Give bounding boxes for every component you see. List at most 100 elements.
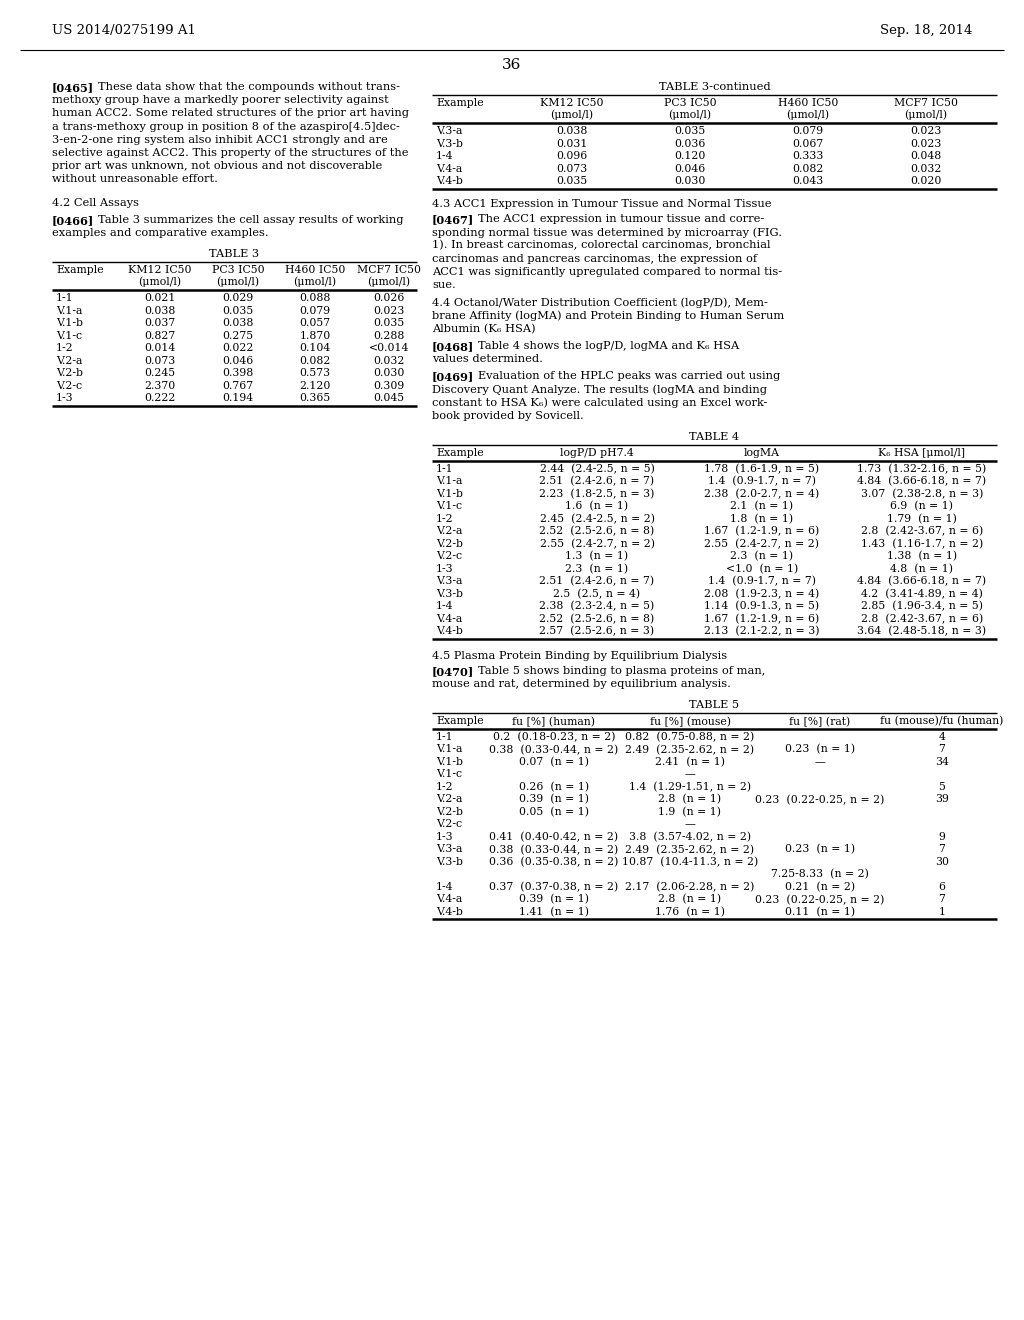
Text: 3.64  (2.48-5.18, n = 3): 3.64 (2.48-5.18, n = 3) — [857, 626, 986, 636]
Text: 2.8  (2.42-3.67, n = 6): 2.8 (2.42-3.67, n = 6) — [861, 527, 983, 536]
Text: V.3-b: V.3-b — [436, 589, 463, 598]
Text: 0.37  (0.37-0.38, n = 2): 0.37 (0.37-0.38, n = 2) — [489, 882, 618, 892]
Text: 2.57  (2.5-2.6, n = 3): 2.57 (2.5-2.6, n = 3) — [540, 626, 654, 636]
Text: 1.38  (n = 1): 1.38 (n = 1) — [887, 552, 957, 561]
Text: 0.41  (0.40-0.42, n = 2): 0.41 (0.40-0.42, n = 2) — [489, 832, 618, 842]
Text: 2.5  (2.5, n = 4): 2.5 (2.5, n = 4) — [553, 589, 641, 599]
Text: V.4-a: V.4-a — [436, 614, 462, 623]
Text: [0467]: [0467] — [432, 214, 474, 224]
Text: 0.035: 0.035 — [675, 127, 706, 136]
Text: 2.38  (2.3-2.4, n = 5): 2.38 (2.3-2.4, n = 5) — [540, 601, 654, 611]
Text: V.1-a: V.1-a — [436, 744, 463, 755]
Text: V.2-b: V.2-b — [436, 807, 463, 817]
Text: 4.2  (3.41-4.89, n = 4): 4.2 (3.41-4.89, n = 4) — [861, 589, 983, 599]
Text: 0.038: 0.038 — [556, 127, 588, 136]
Text: V.1-c: V.1-c — [56, 331, 82, 341]
Text: 1.67  (1.2-1.9, n = 6): 1.67 (1.2-1.9, n = 6) — [705, 614, 819, 624]
Text: 0.038: 0.038 — [144, 306, 176, 315]
Text: 2.1  (n = 1): 2.1 (n = 1) — [730, 502, 794, 511]
Text: 0.029: 0.029 — [222, 293, 254, 304]
Text: [0470]: [0470] — [432, 665, 474, 677]
Text: 0.043: 0.043 — [793, 176, 823, 186]
Text: V.1-a: V.1-a — [56, 306, 82, 315]
Text: 1.9  (n = 1): 1.9 (n = 1) — [658, 807, 722, 817]
Text: 0.309: 0.309 — [374, 381, 404, 391]
Text: 2.45  (2.4-2.5, n = 2): 2.45 (2.4-2.5, n = 2) — [540, 513, 654, 524]
Text: V.2-a: V.2-a — [56, 356, 82, 366]
Text: V.1-c: V.1-c — [436, 770, 462, 779]
Text: V.2-b: V.2-b — [436, 539, 463, 549]
Text: V.4-a: V.4-a — [436, 895, 462, 904]
Text: without unreasonable effort.: without unreasonable effort. — [52, 174, 218, 185]
Text: 36: 36 — [503, 58, 521, 73]
Text: selective against ACC2. This property of the structures of the: selective against ACC2. This property of… — [52, 148, 409, 158]
Text: 0.073: 0.073 — [556, 164, 588, 174]
Text: 1.4  (0.9-1.7, n = 7): 1.4 (0.9-1.7, n = 7) — [708, 576, 816, 586]
Text: prior art was unknown, not obvious and not discoverable: prior art was unknown, not obvious and n… — [52, 161, 382, 172]
Text: fu (mouse)/fu (human): fu (mouse)/fu (human) — [881, 717, 1004, 727]
Text: —: — — [685, 770, 695, 779]
Text: 0.2  (0.18-0.23, n = 2): 0.2 (0.18-0.23, n = 2) — [493, 731, 615, 742]
Text: 0.032: 0.032 — [374, 356, 404, 366]
Text: KM12 IC50: KM12 IC50 — [541, 98, 604, 108]
Text: brane Affinity (logMA) and Protein Binding to Human Serum: brane Affinity (logMA) and Protein Bindi… — [432, 310, 784, 321]
Text: 2.49  (2.35-2.62, n = 2): 2.49 (2.35-2.62, n = 2) — [626, 744, 755, 755]
Text: 0.035: 0.035 — [556, 176, 588, 186]
Text: book provided by Sovicell.: book provided by Sovicell. — [432, 411, 584, 421]
Text: logP/D pH7.4: logP/D pH7.4 — [560, 447, 634, 458]
Text: [0469]: [0469] — [432, 371, 474, 381]
Text: (μmol/l): (μmol/l) — [904, 110, 947, 120]
Text: 0.088: 0.088 — [299, 293, 331, 304]
Text: 1.8  (n = 1): 1.8 (n = 1) — [730, 513, 794, 524]
Text: 0.104: 0.104 — [299, 343, 331, 354]
Text: V.4-b: V.4-b — [436, 176, 463, 186]
Text: 0.05  (n = 1): 0.05 (n = 1) — [519, 807, 589, 817]
Text: 1.41  (n = 1): 1.41 (n = 1) — [519, 907, 589, 917]
Text: (μmol/l): (μmol/l) — [669, 110, 712, 120]
Text: 2.8  (n = 1): 2.8 (n = 1) — [658, 795, 722, 805]
Text: V.2-c: V.2-c — [436, 820, 462, 829]
Text: [0465]: [0465] — [52, 82, 94, 92]
Text: 0.82  (0.75-0.88, n = 2): 0.82 (0.75-0.88, n = 2) — [626, 731, 755, 742]
Text: 0.023: 0.023 — [910, 127, 942, 136]
Text: methoxy group have a markedly poorer selectivity against: methoxy group have a markedly poorer sel… — [52, 95, 389, 106]
Text: Example: Example — [56, 265, 103, 276]
Text: 0.333: 0.333 — [793, 152, 823, 161]
Text: 0.222: 0.222 — [144, 393, 176, 404]
Text: Table 5 shows binding to plasma proteins of man,: Table 5 shows binding to plasma proteins… — [478, 665, 765, 676]
Text: V.2-c: V.2-c — [56, 381, 82, 391]
Text: PC3 IC50: PC3 IC50 — [664, 98, 717, 108]
Text: 1-1: 1-1 — [436, 463, 454, 474]
Text: 0.082: 0.082 — [299, 356, 331, 366]
Text: 1.3  (n = 1): 1.3 (n = 1) — [565, 552, 629, 561]
Text: 1-3: 1-3 — [436, 832, 454, 842]
Text: 2.49  (2.35-2.62, n = 2): 2.49 (2.35-2.62, n = 2) — [626, 845, 755, 855]
Text: 1.6  (n = 1): 1.6 (n = 1) — [565, 502, 629, 511]
Text: 0.035: 0.035 — [374, 318, 404, 329]
Text: V.3-b: V.3-b — [436, 139, 463, 149]
Text: —: — — [685, 820, 695, 829]
Text: fu [%] (mouse): fu [%] (mouse) — [649, 717, 730, 727]
Text: 2.120: 2.120 — [299, 381, 331, 391]
Text: [0466]: [0466] — [52, 215, 94, 226]
Text: 0.048: 0.048 — [910, 152, 942, 161]
Text: a trans-methoxy group in position 8 of the azaspiro[4.5]dec-: a trans-methoxy group in position 8 of t… — [52, 121, 400, 132]
Text: H460 IC50: H460 IC50 — [285, 265, 345, 276]
Text: 4.84  (3.66-6.18, n = 7): 4.84 (3.66-6.18, n = 7) — [857, 477, 986, 487]
Text: 7: 7 — [939, 744, 945, 755]
Text: V.1-b: V.1-b — [436, 488, 463, 499]
Text: constant to HSA K₆) were calculated using an Excel work-: constant to HSA K₆) were calculated usin… — [432, 397, 767, 408]
Text: 0.23  (n = 1): 0.23 (n = 1) — [785, 845, 855, 855]
Text: 0.031: 0.031 — [556, 139, 588, 149]
Text: Example: Example — [436, 98, 483, 108]
Text: (μmol/l): (μmol/l) — [551, 110, 594, 120]
Text: 2.3  (n = 1): 2.3 (n = 1) — [565, 564, 629, 574]
Text: US 2014/0275199 A1: US 2014/0275199 A1 — [52, 24, 196, 37]
Text: 0.082: 0.082 — [793, 164, 823, 174]
Text: 5: 5 — [939, 781, 945, 792]
Text: Evaluation of the HPLC peaks was carried out using: Evaluation of the HPLC peaks was carried… — [478, 371, 780, 381]
Text: 2.51  (2.4-2.6, n = 7): 2.51 (2.4-2.6, n = 7) — [540, 477, 654, 487]
Text: 4.5 Plasma Protein Binding by Equilibrium Dialysis: 4.5 Plasma Protein Binding by Equilibriu… — [432, 651, 727, 660]
Text: 0.023: 0.023 — [374, 306, 404, 315]
Text: carcinomas and pancreas carcinomas, the expression of: carcinomas and pancreas carcinomas, the … — [432, 253, 757, 264]
